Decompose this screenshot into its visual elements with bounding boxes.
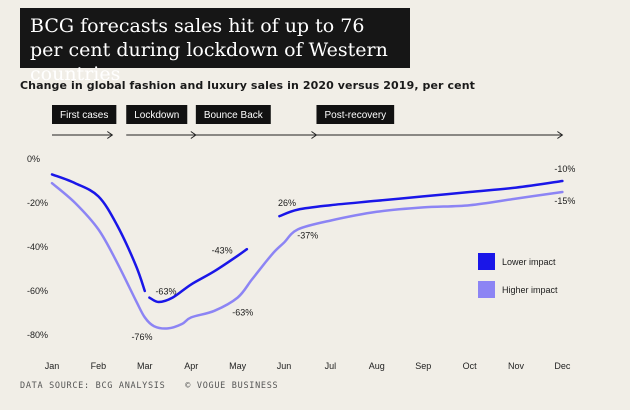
data-label: -10%	[554, 164, 575, 174]
data-label: -37%	[297, 230, 318, 240]
data-label: -15%	[554, 196, 575, 206]
x-tick-label: Jul	[325, 361, 337, 371]
x-tick-label: Nov	[508, 361, 525, 371]
x-tick-label: Sep	[415, 361, 431, 371]
series-line-higher-impact	[50, 181, 564, 330]
phase-box	[316, 105, 395, 124]
y-tick-label: -80%	[27, 330, 48, 340]
phase-label: Bounce Back	[204, 110, 264, 121]
phase-box	[52, 105, 117, 124]
legend-label: Lower impact	[502, 257, 556, 267]
y-tick-label: -60%	[27, 286, 48, 296]
series-line-lower-impact	[50, 173, 147, 293]
x-tick-label: Jun	[277, 361, 292, 371]
x-tick-label: Mar	[137, 361, 153, 371]
phase-label: Post-recovery	[324, 110, 386, 121]
phase-arrow-head	[107, 131, 114, 139]
credit: © VOGUE BUSINESS	[185, 381, 279, 391]
phase-box	[195, 105, 271, 124]
x-tick-label: Dec	[554, 361, 571, 371]
phase-label: First cases	[60, 110, 108, 121]
x-tick-label: Jan	[45, 361, 60, 371]
chart-subtitle: Change in global fashion and luxury sale…	[20, 79, 475, 92]
chart-title: BCG forecasts sales hit of up to 76 per …	[20, 8, 410, 85]
x-tick-label: Aug	[369, 361, 385, 371]
phase-box	[126, 105, 188, 124]
data-label: 26%	[278, 198, 296, 208]
y-tick-label: -40%	[27, 242, 48, 252]
series-line-lower-impact	[278, 179, 564, 218]
data-label: -76%	[131, 332, 152, 342]
legend-label: Higher impact	[502, 285, 558, 295]
phase-label: Lockdown	[134, 110, 179, 121]
data-label: -43%	[212, 246, 233, 256]
x-tick-label: Apr	[184, 361, 198, 371]
series-line-lower-impact	[148, 247, 249, 304]
legend-swatch	[478, 253, 495, 270]
x-tick-label: Feb	[91, 361, 107, 371]
y-tick-label: -20%	[27, 198, 48, 208]
data-label: -63%	[155, 287, 176, 297]
x-tick-label: Oct	[463, 361, 478, 371]
x-tick-label: May	[229, 361, 247, 371]
y-tick-label: 0%	[27, 154, 40, 164]
data-label: -63%	[232, 308, 253, 318]
footer: DATA SOURCE: BCG ANALYSIS © VOGUE BUSINE…	[20, 381, 292, 391]
data-source: DATA SOURCE: BCG ANALYSIS	[20, 381, 166, 391]
phase-arrow-head	[557, 131, 564, 139]
legend-swatch	[478, 281, 495, 298]
